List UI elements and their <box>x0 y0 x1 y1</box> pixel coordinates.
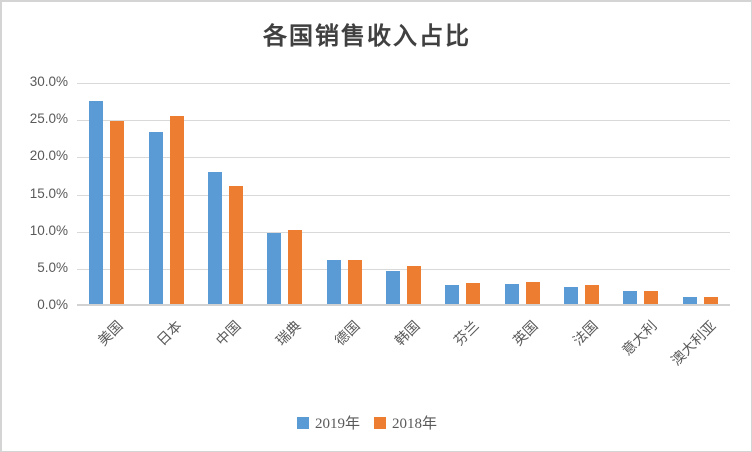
gridline <box>77 120 730 122</box>
bar-2018年-芬兰 <box>466 283 481 304</box>
bar-2018年-中国 <box>228 185 243 304</box>
bar-2019年-中国 <box>207 172 222 304</box>
x-axis-label-美国: 美国 <box>95 318 127 350</box>
bar-2018年-韩国 <box>407 266 421 304</box>
y-axis-tick-label: 25.0% <box>29 111 68 127</box>
bar-2019年-德国 <box>326 260 341 304</box>
bar-group-美国 <box>89 101 125 304</box>
legend-item-2018年: 2018年 <box>374 412 437 433</box>
gridline <box>77 157 730 159</box>
x-axis-label-中国: 中国 <box>214 318 245 350</box>
bar-group-芬兰 <box>445 283 481 304</box>
bar-2018年-瑞典 <box>288 229 303 304</box>
y-axis-tick-label: 15.0% <box>29 185 68 201</box>
bar-2018年-美国 <box>110 121 125 304</box>
bar-2019年-美国 <box>89 101 104 304</box>
bar-2019年-意大利 <box>623 291 638 304</box>
gridline <box>77 83 730 84</box>
y-axis-tick-label: 20.0% <box>29 148 68 164</box>
legend-label: 2019年 <box>314 416 360 432</box>
bar-2019年-韩国 <box>386 270 400 304</box>
legend-swatch-icon <box>374 416 386 429</box>
legend-swatch-icon <box>296 416 309 429</box>
y-axis-tick-label: 10.0% <box>29 222 68 238</box>
x-axis-label-意大利: 意大利 <box>620 318 661 360</box>
y-axis-tick-label: 30.0% <box>29 74 68 89</box>
x-axis-label-法国: 法国 <box>570 318 602 350</box>
y-axis-tick-label: 0.0% <box>37 297 68 312</box>
bar-2018年-日本 <box>169 115 184 304</box>
y-axis-tick-label: 5.0% <box>37 259 68 275</box>
legend-item-2019年: 2019年 <box>296 412 360 433</box>
x-axis-label-日本: 日本 <box>155 318 186 350</box>
x-axis-label-德国: 德国 <box>333 318 364 350</box>
bar-2018年-法国 <box>585 284 600 304</box>
bar-2019年-芬兰 <box>445 285 460 304</box>
bar-group-日本 <box>148 115 184 304</box>
bar-2019年-澳大利亚 <box>682 297 697 304</box>
legend: 2019年 2018年 <box>2 412 732 433</box>
bar-group-中国 <box>207 172 243 304</box>
bar-2019年-法国 <box>564 286 579 304</box>
x-axis-label-瑞典: 瑞典 <box>273 318 305 350</box>
bar-2018年-英国 <box>525 281 540 304</box>
bar-group-意大利 <box>623 290 659 304</box>
bar-group-澳大利亚 <box>682 296 718 304</box>
x-axis-label-芬兰: 芬兰 <box>451 318 483 350</box>
bar-2018年-意大利 <box>644 290 659 304</box>
x-axis-label-英国: 英国 <box>511 318 542 350</box>
bar-2018年-德国 <box>347 260 362 304</box>
bar-2019年-英国 <box>504 283 519 304</box>
x-axis-label-澳大利亚: 澳大利亚 <box>669 318 720 370</box>
plot-area <box>77 83 730 306</box>
bar-2018年-澳大利亚 <box>703 296 718 304</box>
bar-group-英国 <box>504 281 540 304</box>
gridline <box>77 231 730 233</box>
bar-group-德国 <box>326 260 362 304</box>
bar-group-韩国 <box>386 266 421 304</box>
bar-group-瑞典 <box>267 229 303 304</box>
bar-2019年-瑞典 <box>267 233 282 304</box>
x-axis-label-韩国: 韩国 <box>392 318 423 350</box>
gridline <box>77 194 730 196</box>
gridline <box>77 268 730 270</box>
chart-title: 各国销售收入占比 <box>263 24 471 50</box>
legend-label: 2018年 <box>392 416 438 432</box>
bar-group-法国 <box>564 284 600 304</box>
bar-2019年-日本 <box>148 132 163 304</box>
